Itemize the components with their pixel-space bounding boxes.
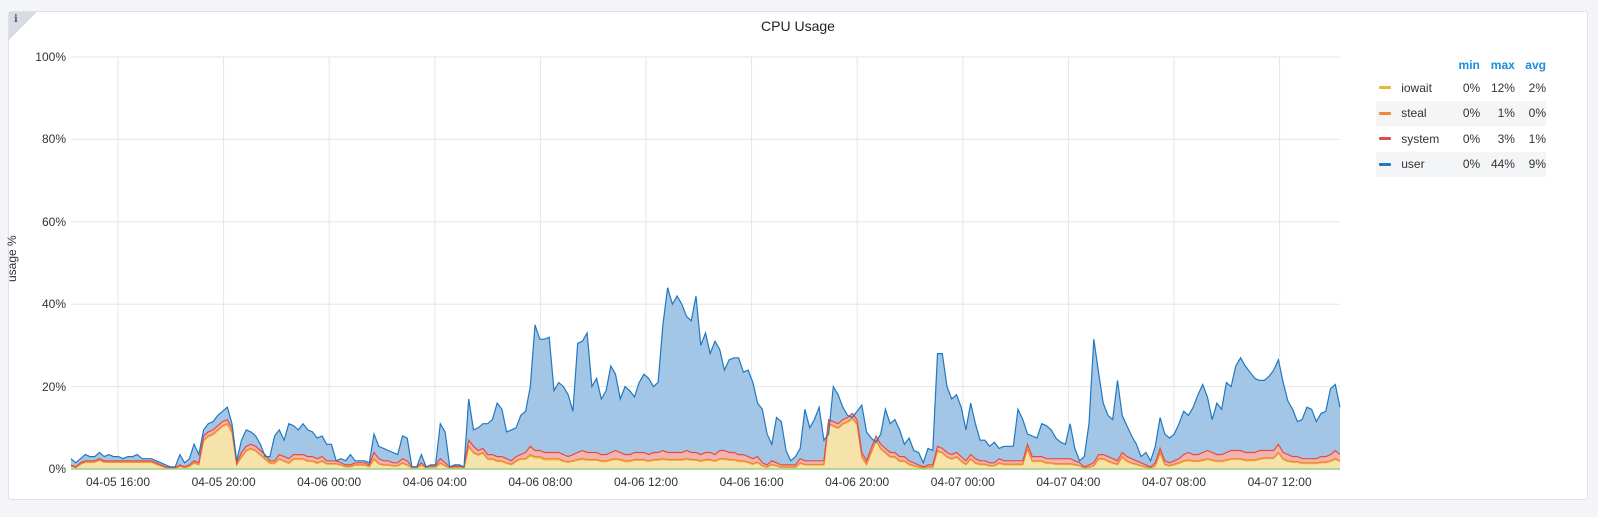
chart-plot-area[interactable] bbox=[9, 12, 1587, 499]
user-line bbox=[70, 287, 1341, 468]
y-tick-label: 20% bbox=[41, 379, 66, 394]
legend-name[interactable]: system bbox=[1401, 131, 1440, 146]
legend-avg: 9% bbox=[1528, 157, 1546, 172]
iowait-swatch-icon[interactable] bbox=[1379, 86, 1392, 90]
y-tick-label: 40% bbox=[41, 297, 66, 312]
legend-min: 0% bbox=[1462, 80, 1481, 95]
user-swatch-icon[interactable] bbox=[1379, 162, 1392, 166]
legend-min: 0% bbox=[1462, 157, 1481, 172]
legend-header-avg[interactable]: avg bbox=[1525, 58, 1546, 72]
y-tick-label: 100% bbox=[35, 50, 66, 64]
legend-avg: 0% bbox=[1528, 106, 1546, 121]
legend-name[interactable]: steal bbox=[1401, 106, 1427, 121]
x-tick-label: 04-06 12:00 bbox=[613, 475, 679, 489]
legend: min max avg iowait 0% 12% 2% steal 0% 1%… bbox=[1376, 55, 1546, 177]
legend-avg: 2% bbox=[1528, 80, 1546, 95]
legend-name[interactable]: iowait bbox=[1401, 80, 1432, 95]
x-tick-label: 04-06 16:00 bbox=[719, 475, 784, 489]
legend-header-max[interactable]: max bbox=[1490, 58, 1515, 72]
legend-name[interactable]: user bbox=[1401, 157, 1425, 172]
system-line bbox=[70, 412, 1341, 469]
panel-title[interactable]: CPU Usage bbox=[761, 18, 835, 34]
y-tick-label: 0% bbox=[48, 462, 66, 476]
iowait-area bbox=[71, 419, 1340, 469]
legend-item-system[interactable]: system 0% 3% 1% bbox=[1376, 126, 1546, 152]
panel-info-corner[interactable] bbox=[9, 12, 37, 40]
x-tick-label: 04-07 04:00 bbox=[1036, 475, 1101, 489]
legend-avg: 1% bbox=[1528, 131, 1546, 146]
x-tick-label: 04-06 00:00 bbox=[297, 475, 362, 489]
legend-min: 0% bbox=[1462, 131, 1481, 146]
x-tick-label: 04-07 12:00 bbox=[1247, 475, 1312, 489]
legend-max: 3% bbox=[1497, 131, 1515, 146]
iowait-line bbox=[70, 418, 1341, 470]
cpu-usage-panel: i CPU Usage usage % 0% 20% 40% 60% 80% 100% 0… bbox=[5, 11, 1588, 500]
legend-header-min[interactable]: min bbox=[1458, 58, 1480, 72]
legend-max: 12% bbox=[1490, 80, 1515, 95]
y-tick-label: 60% bbox=[41, 214, 66, 229]
legend-item-iowait[interactable]: iowait 0% 12% 2% bbox=[1376, 75, 1546, 101]
legend-min: 0% bbox=[1462, 106, 1481, 121]
steal-line bbox=[70, 416, 1341, 469]
y-tick-label: 80% bbox=[41, 132, 66, 147]
x-tick-label: 04-05 16:00 bbox=[85, 475, 151, 489]
x-tick-label: 04-06 08:00 bbox=[508, 475, 573, 489]
info-icon[interactable]: i bbox=[14, 14, 18, 25]
x-tick-label: 04-06 20:00 bbox=[825, 475, 890, 489]
system-swatch-icon[interactable] bbox=[1379, 137, 1392, 141]
legend-max: 1% bbox=[1497, 106, 1515, 121]
x-tick-label: 04-05 20:00 bbox=[191, 475, 256, 489]
legend-item-user[interactable]: user 0% 44% 9% bbox=[1376, 151, 1546, 177]
legend-max: 44% bbox=[1490, 157, 1515, 172]
steal-swatch-icon[interactable] bbox=[1379, 111, 1392, 115]
legend-header: min max avg bbox=[1376, 55, 1546, 75]
x-tick-label: 04-07 00:00 bbox=[930, 475, 995, 489]
legend-item-steal[interactable]: steal 0% 1% 0% bbox=[1376, 100, 1546, 126]
x-tick-label: 04-06 04:00 bbox=[402, 475, 467, 489]
x-tick-label: 04-07 08:00 bbox=[1141, 475, 1207, 489]
user-area bbox=[71, 287, 1340, 468]
